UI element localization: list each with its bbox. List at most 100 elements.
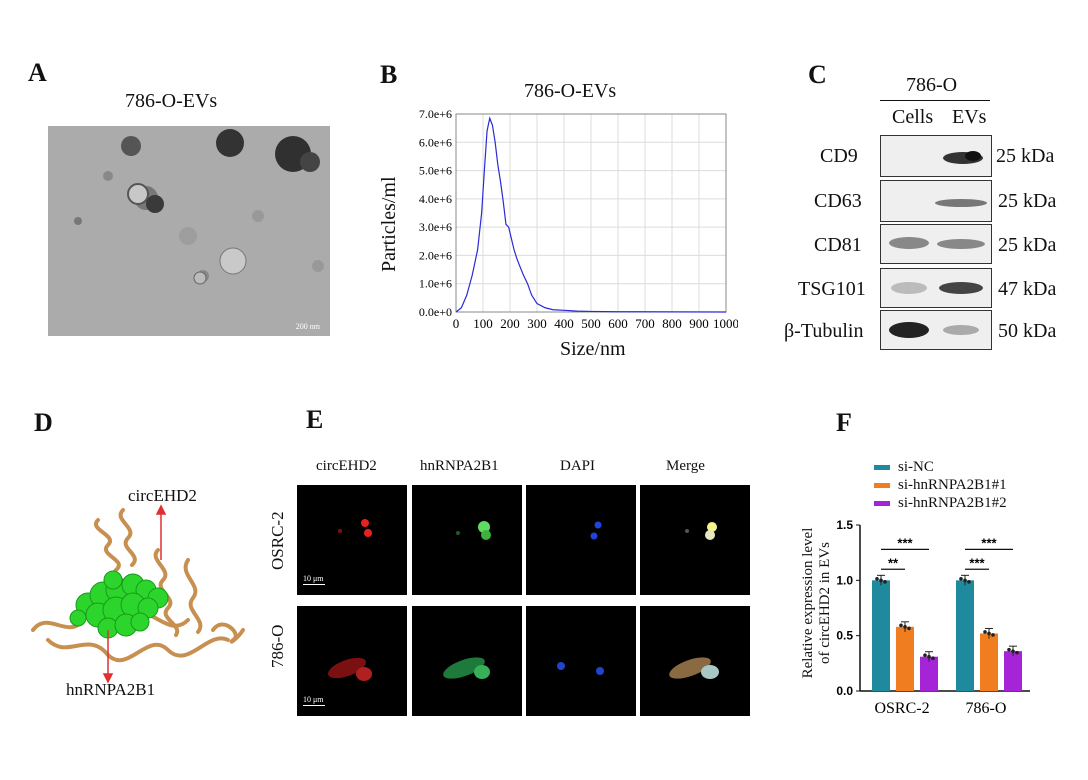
panel-c-label: C [808, 60, 827, 89]
blot-kda-cd9: 25 kDa [996, 145, 1055, 167]
y-tick-label: 7.0e+6 [419, 107, 452, 121]
y-tick-label: 0.5 [836, 629, 853, 643]
bar [956, 580, 974, 691]
y-tick-label: 6.0e+6 [419, 135, 452, 149]
legend-si-hnrnpa2b1-1: si-hnRNPA2B1#1 [874, 477, 1007, 494]
panel-a-label: A [28, 58, 47, 87]
data-point [899, 623, 903, 628]
data-point [967, 580, 971, 584]
data-point [991, 633, 995, 637]
data-point [931, 656, 935, 660]
sig-label: *** [897, 535, 913, 550]
tem-scale-bar-text: 200 nm [295, 322, 320, 331]
data-point [963, 578, 967, 583]
blot-col-evs: EVs [952, 106, 987, 128]
if-786o-hnrnpa2b1 [412, 606, 522, 716]
x-tick-label: 100 [473, 316, 493, 331]
blot-band-cd81 [880, 224, 992, 264]
if-row-osrc2: OSRC-2 [268, 511, 287, 570]
data-point [923, 653, 927, 657]
legend-si-hnrnpa2b1-2: si-hnRNPA2B1#2 [874, 495, 1007, 512]
blot-band-tubulin [880, 310, 992, 350]
x-category-label: 786-O [966, 700, 1007, 717]
y-tick-label: 3.0e+6 [419, 220, 452, 234]
blot-cell-line: 786-O [906, 74, 958, 96]
x-tick-label: 0 [453, 316, 460, 331]
blot-label-cd63: CD63 [814, 190, 862, 212]
x-tick-label: 600 [608, 316, 628, 331]
bar [980, 633, 998, 691]
data-point [927, 654, 931, 659]
blot-band-tsg101 [880, 268, 992, 308]
blot-kda-tubulin: 50 kDa [998, 320, 1057, 342]
blot-label-tsg101: TSG101 [798, 278, 866, 300]
data-point [959, 577, 963, 581]
blot-label-cd9: CD9 [820, 145, 858, 167]
blot-kda-tsg101: 47 kDa [998, 278, 1057, 300]
legend-swatch-si-hnrnpa2b1-1 [874, 483, 890, 489]
blot-header-line [880, 100, 990, 101]
x-tick-label: 500 [581, 316, 601, 331]
if-col-dapi: DAPI [560, 458, 596, 474]
bar [1004, 651, 1022, 691]
blot-band-cd9 [880, 135, 992, 177]
panel-b-xlabel: Size/nm [560, 338, 626, 360]
sig-label: *** [981, 535, 997, 550]
x-tick-label: 200 [500, 316, 520, 331]
blot-kda-cd81: 25 kDa [998, 234, 1057, 256]
if-786o-merge [640, 606, 750, 716]
sig-label: *** [969, 555, 985, 570]
panel-e-label: E [306, 405, 324, 434]
blot-label-tubulin: β-Tubulin [784, 320, 864, 342]
x-tick-label: 300 [527, 316, 547, 331]
docking-label-hnrnpa2b1: hnRNPA2B1 [66, 680, 156, 699]
data-point [879, 578, 883, 583]
data-point [875, 577, 879, 581]
x-category-label: OSRC-2 [874, 700, 929, 717]
panel-b-title: 786-O-EVs [524, 80, 617, 102]
y-tick-label: 0.0e+0 [419, 305, 452, 319]
if-col-merge: Merge [666, 458, 705, 474]
y-tick-label: 1.0e+6 [419, 277, 452, 291]
legend-si-nc: si-NC [874, 459, 934, 476]
if-scale-bar-2: 10 μm [303, 695, 325, 706]
docking-label-circehd2: circEHD2 [128, 486, 197, 505]
bar [920, 656, 938, 691]
x-tick-label: 400 [554, 316, 574, 331]
tem-image-graphic [48, 126, 330, 336]
bar [872, 580, 890, 691]
x-tick-label: 800 [662, 316, 682, 331]
x-tick-label: 1000 [713, 316, 738, 331]
if-col-hnrnpa2b1: hnRNPA2B1 [420, 458, 499, 474]
data-point [907, 626, 911, 631]
blot-label-cd81: CD81 [814, 234, 862, 256]
sig-label: ** [888, 555, 899, 570]
if-scale-bar-1: 10 μm [303, 574, 325, 585]
panel-a-title: 786-O-EVs [125, 90, 218, 112]
y-tick-label: 1.0 [836, 573, 853, 587]
if-osrc2-hnrnpa2b1 [412, 485, 522, 595]
panel-b-label: B [380, 60, 398, 89]
if-row-786o: 786-O [268, 624, 287, 668]
data-point [903, 625, 907, 629]
chart-b-grid [455, 113, 727, 313]
if-786o-circehd2: 10 μm [297, 606, 407, 716]
if-osrc2-dapi [526, 485, 636, 595]
panel-d-label: D [34, 408, 53, 437]
legend-swatch-si-nc [874, 465, 890, 471]
bar [896, 626, 914, 691]
blot-col-cells: Cells [892, 106, 934, 128]
data-point [1011, 649, 1015, 653]
tem-image: 200 nm [48, 126, 330, 336]
y-tick-label: 5.0e+6 [419, 164, 452, 178]
blot-kda-cd63: 25 kDa [998, 190, 1057, 212]
docking-structure [31, 504, 245, 684]
data-point [883, 580, 887, 584]
data-point [1007, 647, 1011, 652]
if-osrc2-merge [640, 485, 750, 595]
y-tick-label: 1.5 [836, 518, 853, 532]
blot-band-cd63 [880, 180, 992, 222]
y-tick-label: 4.0e+6 [419, 192, 452, 206]
y-tick-label: 2.0e+6 [419, 248, 452, 262]
